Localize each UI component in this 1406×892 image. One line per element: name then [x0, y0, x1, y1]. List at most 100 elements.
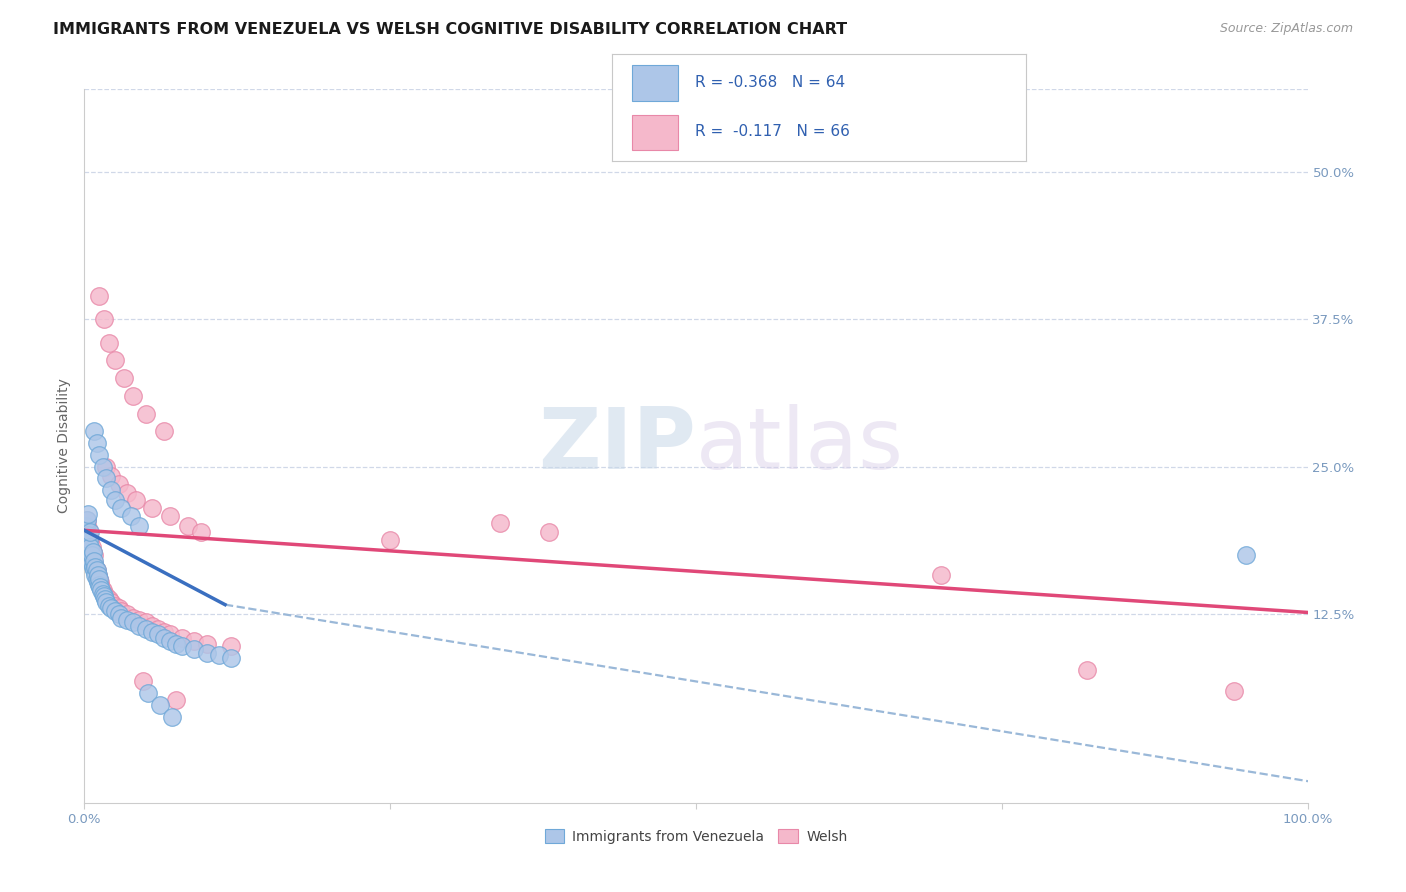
Point: [80, 548, 103, 562]
Point: [87, 448, 110, 462]
Legend: Immigrants from Venezuela, Welsh: Immigrants from Venezuela, Welsh: [538, 823, 853, 849]
Point: [75, 521, 97, 535]
Point: [115, 485, 138, 500]
Text: ZIP: ZIP: [538, 404, 696, 488]
Point: [86, 572, 108, 586]
Point: [91, 587, 114, 601]
Point: [153, 424, 176, 438]
Point: [87, 575, 110, 590]
Point: [165, 693, 187, 707]
Point: [122, 389, 145, 403]
Point: [104, 492, 127, 507]
Text: R = -0.368   N = 64: R = -0.368 N = 64: [695, 76, 845, 90]
Point: [128, 613, 150, 627]
Point: [183, 634, 205, 648]
Point: [76, 524, 98, 539]
Point: [83, 548, 105, 562]
Point: [128, 518, 150, 533]
Point: [93, 587, 115, 601]
Point: [110, 610, 132, 624]
Point: [86, 564, 108, 578]
Point: [100, 595, 122, 609]
Point: [82, 551, 104, 566]
Point: [94, 591, 117, 606]
Point: [83, 557, 105, 571]
Point: [110, 500, 132, 515]
Point: [77, 544, 100, 558]
Point: [77, 528, 100, 542]
Point: [87, 568, 110, 582]
Text: R =  -0.117   N = 66: R = -0.117 N = 66: [695, 124, 849, 138]
Point: [135, 623, 157, 637]
Point: [165, 636, 187, 650]
Point: [86, 436, 108, 450]
Point: [219, 639, 242, 653]
Point: [107, 477, 129, 491]
Point: [87, 288, 110, 302]
Point: [153, 631, 176, 645]
Point: [84, 560, 107, 574]
Point: [96, 471, 118, 485]
Point: [96, 595, 118, 609]
Point: [80, 548, 103, 562]
Point: [77, 507, 100, 521]
FancyBboxPatch shape: [633, 65, 678, 101]
Point: [380, 533, 402, 547]
Point: [208, 648, 231, 663]
Point: [91, 459, 114, 474]
Text: Source: ZipAtlas.com: Source: ZipAtlas.com: [1219, 22, 1353, 36]
Point: [93, 312, 115, 326]
Point: [100, 469, 122, 483]
Point: [141, 500, 163, 515]
Point: [83, 564, 105, 578]
Point: [83, 424, 105, 438]
Point: [87, 572, 110, 586]
Point: [162, 709, 184, 723]
Point: [159, 627, 181, 641]
Point: [97, 591, 120, 606]
Point: [77, 528, 100, 542]
Point: [76, 513, 98, 527]
Point: [82, 560, 104, 574]
Point: [219, 650, 242, 665]
Point: [77, 521, 100, 535]
Point: [93, 590, 115, 604]
Point: [135, 615, 157, 630]
Point: [489, 516, 512, 531]
Point: [87, 577, 110, 591]
Point: [159, 634, 181, 648]
Point: [122, 610, 145, 624]
Point: [76, 513, 98, 527]
Point: [195, 636, 218, 650]
Point: [86, 564, 108, 578]
Point: [77, 533, 100, 547]
Point: [79, 544, 101, 558]
Point: [112, 371, 135, 385]
Point: [110, 603, 132, 617]
Point: [90, 583, 112, 598]
Point: [1076, 663, 1098, 677]
Point: [104, 603, 127, 617]
Point: [79, 533, 101, 547]
Point: [97, 335, 120, 350]
Point: [195, 646, 218, 660]
Point: [149, 698, 172, 712]
Point: [80, 557, 103, 571]
Point: [97, 599, 120, 613]
Point: [77, 536, 100, 550]
Point: [96, 459, 118, 474]
Text: IMMIGRANTS FROM VENEZUELA VS WELSH COGNITIVE DISABILITY CORRELATION CHART: IMMIGRANTS FROM VENEZUELA VS WELSH COGNI…: [53, 22, 848, 37]
Point: [82, 544, 104, 558]
Point: [91, 583, 114, 598]
Point: [82, 544, 104, 558]
Point: [107, 601, 129, 615]
Point: [96, 590, 118, 604]
Point: [75, 518, 97, 533]
Point: [159, 509, 181, 524]
Point: [141, 619, 163, 633]
Point: [177, 518, 200, 533]
Point: [153, 624, 176, 639]
Point: [172, 639, 194, 653]
Point: [89, 575, 111, 590]
Point: [87, 568, 110, 582]
